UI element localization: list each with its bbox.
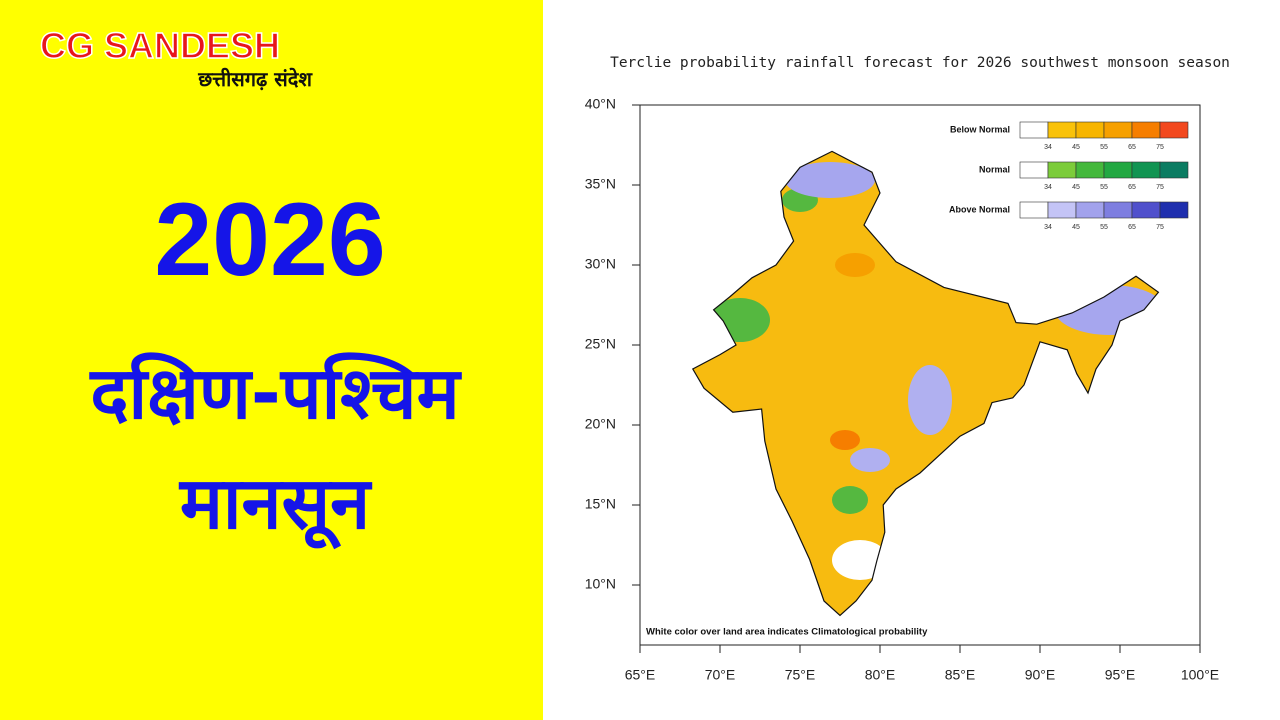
logo-tagline: छत्तीसगढ़ संदेश bbox=[197, 67, 313, 91]
lat-label: 10°N bbox=[585, 576, 616, 592]
legend-swatch bbox=[1159, 161, 1189, 179]
legend-swatch bbox=[1075, 201, 1105, 219]
axes: 40°N 35°N 30°N 25°N 20°N 15°N 10°N 65°E 70°E 75°E… bbox=[585, 96, 1219, 683]
legend-tick: 65 bbox=[1128, 224, 1136, 231]
map-note: White color over land area indicates Cli… bbox=[646, 627, 928, 638]
lat-label: 30°N bbox=[585, 256, 616, 272]
legend-swatch bbox=[1103, 161, 1133, 179]
left-panel bbox=[0, 0, 543, 720]
note-bg bbox=[643, 622, 973, 640]
legend-swatch bbox=[1131, 201, 1161, 219]
lon-label: 65°E bbox=[625, 667, 656, 683]
legend-swatch bbox=[1019, 121, 1049, 139]
legend-tick: 55 bbox=[1100, 144, 1108, 151]
lat-label: 35°N bbox=[585, 176, 616, 192]
legend-tick: 34 bbox=[1044, 184, 1052, 191]
below-normal-patch bbox=[835, 253, 875, 277]
legend: Below Normal 34 45 55 65 75 Normal 34 45 55 65 75 Ab… bbox=[949, 121, 1189, 231]
legend-swatch bbox=[1131, 121, 1161, 139]
legend-tick: 65 bbox=[1128, 144, 1136, 151]
legend-tick: 75 bbox=[1156, 144, 1164, 151]
lon-label: 80°E bbox=[865, 667, 896, 683]
legend-swatch bbox=[1159, 121, 1189, 139]
lat-label: 20°N bbox=[585, 416, 616, 432]
lat-label: 40°N bbox=[585, 96, 616, 112]
legend-swatch bbox=[1131, 161, 1161, 179]
legend-tick: 55 bbox=[1100, 184, 1108, 191]
legend-swatch bbox=[1159, 201, 1189, 219]
legend-swatch bbox=[1075, 121, 1105, 139]
legend-tick: 65 bbox=[1128, 184, 1136, 191]
legend-swatch bbox=[1103, 201, 1133, 219]
legend-tick: 75 bbox=[1156, 224, 1164, 231]
legend-tick: 34 bbox=[1044, 224, 1052, 231]
lon-label: 95°E bbox=[1105, 667, 1136, 683]
legend-swatch bbox=[1047, 121, 1077, 139]
below-normal-patch bbox=[830, 430, 860, 450]
lon-label: 85°E bbox=[945, 667, 976, 683]
legend-swatch bbox=[1047, 201, 1077, 219]
legend-tick: 34 bbox=[1044, 144, 1052, 151]
logo-name: CG SANDESH bbox=[40, 25, 280, 66]
legend-label: Above Normal bbox=[949, 204, 1010, 214]
legend-tick: 45 bbox=[1072, 144, 1080, 151]
above-normal-patch bbox=[908, 365, 952, 435]
legend-tick: 45 bbox=[1072, 224, 1080, 231]
legend-tick: 75 bbox=[1156, 184, 1164, 191]
headline-year: 2026 bbox=[154, 182, 385, 298]
lon-label: 70°E bbox=[705, 667, 736, 683]
legend-label: Normal bbox=[979, 164, 1010, 174]
lon-label: 75°E bbox=[785, 667, 816, 683]
map-title: Terclie probability rainfall forecast fo… bbox=[610, 55, 1230, 71]
lon-label: 100°E bbox=[1181, 667, 1219, 683]
legend-swatch bbox=[1019, 161, 1049, 179]
legend-swatch bbox=[1019, 201, 1049, 219]
legend-tick: 55 bbox=[1100, 224, 1108, 231]
legend-swatch bbox=[1075, 161, 1105, 179]
lon-label: 90°E bbox=[1025, 667, 1056, 683]
above-normal-patch bbox=[785, 162, 875, 198]
legend-swatch bbox=[1103, 121, 1133, 139]
india-outline bbox=[691, 150, 1160, 617]
lat-label: 25°N bbox=[585, 336, 616, 352]
above-normal-patch bbox=[850, 448, 890, 472]
normal-patch bbox=[832, 486, 868, 514]
headline-line: मानसून bbox=[178, 461, 373, 550]
lat-label: 15°N bbox=[585, 496, 616, 512]
legend-swatch bbox=[1047, 161, 1077, 179]
headline-line: दक्षिण-पश्चिम bbox=[88, 351, 462, 435]
legend-tick: 45 bbox=[1072, 184, 1080, 191]
legend-label: Below Normal bbox=[950, 124, 1010, 134]
